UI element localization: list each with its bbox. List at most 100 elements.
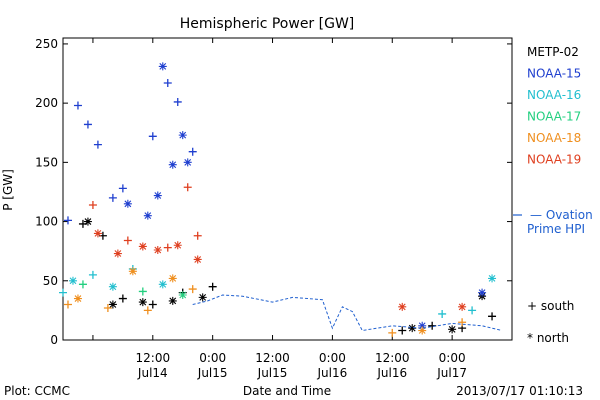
data-point-north — [408, 324, 417, 333]
data-point-north — [398, 302, 407, 311]
data-point-north — [158, 62, 167, 71]
x-tick-label-date: Jul16 — [376, 366, 407, 380]
data-point-north — [153, 245, 162, 254]
data-point-north — [478, 288, 487, 297]
data-point-north — [113, 249, 122, 258]
data-point-south — [118, 294, 127, 303]
x-tick-label-time: 0:00 — [199, 351, 226, 365]
data-point-south — [163, 243, 172, 252]
data-point-north — [143, 211, 152, 220]
y-axis: 0 50 100 150 200 250 — [35, 37, 512, 347]
data-point-north — [138, 298, 147, 307]
legend-entry: NOAA-19 — [527, 153, 581, 167]
data-point-north — [108, 282, 117, 291]
data-point-south — [458, 318, 467, 327]
data-point-south — [488, 312, 497, 321]
data-point-south — [398, 326, 407, 335]
data-point-north — [488, 274, 497, 283]
x-tick-label-time: 0:00 — [319, 351, 346, 365]
data-point-south — [188, 285, 197, 294]
chart-title: Hemispheric Power [GW] — [180, 16, 355, 32]
data-point-north — [68, 276, 77, 285]
data-point-south — [73, 101, 82, 110]
data-point-north — [178, 131, 187, 140]
data-point-south — [63, 300, 72, 309]
legend-entry: NOAA-18 — [527, 131, 581, 145]
data-point-south — [138, 287, 147, 296]
data-point-north — [73, 294, 82, 303]
data-point-south — [59, 288, 67, 297]
legend-ovation-label-2: Prime HPI — [527, 222, 585, 236]
data-point-north — [158, 280, 167, 289]
x-tick-label-date: Jul15 — [257, 366, 288, 380]
data-point-north — [193, 255, 202, 264]
data-point-south — [78, 280, 87, 289]
plot-area — [62, 37, 513, 341]
data-point-south — [163, 79, 172, 88]
x-tick-label-time: 12:00 — [136, 351, 171, 365]
data-point-south — [183, 183, 192, 192]
x-tick-label-date: Jul15 — [197, 366, 228, 380]
y-tick-label: 150 — [35, 155, 58, 169]
data-point-south — [148, 300, 157, 309]
data-point-north — [418, 321, 427, 330]
legend-entry: METP-02 — [527, 45, 579, 59]
y-tick-label: 250 — [35, 37, 58, 51]
data-point-north — [108, 300, 117, 309]
footer-timestamp: 2013/07/17 01:10:13 — [456, 384, 583, 398]
data-point-south — [93, 140, 102, 149]
series-line-ovation — [192, 294, 503, 332]
data-point-south — [193, 231, 202, 240]
data-point-north — [173, 241, 182, 250]
data-point-north — [183, 158, 192, 167]
data-point-south — [103, 304, 112, 313]
x-tick-label-time: 12:00 — [255, 351, 290, 365]
legend-entry: NOAA-17 — [527, 110, 581, 124]
data-point-north — [448, 325, 457, 334]
data-point-north — [138, 242, 147, 251]
data-point-north — [128, 267, 137, 276]
data-point-north — [123, 199, 132, 208]
marker-key: + south * north — [527, 299, 574, 345]
data-point-south — [118, 184, 127, 193]
y-tick-label: 0 — [50, 333, 58, 347]
footer-plot-credit: Plot: CCMC — [4, 384, 70, 398]
legend-entry: NOAA-16 — [527, 88, 581, 102]
data-point-north — [458, 302, 467, 311]
x-tick-label-time: 12:00 — [375, 351, 410, 365]
data-point-south — [438, 309, 447, 318]
y-tick-label: 200 — [35, 96, 58, 110]
x-axis: 12:00Jul140:00Jul1512:00Jul150:00Jul1612… — [92, 38, 467, 380]
data-point-south — [208, 282, 217, 291]
data-point-south — [188, 147, 197, 156]
y-tick-label: 50 — [43, 274, 58, 288]
legend-ovation-label-1: — Ovation — [530, 208, 593, 222]
data-point-south — [63, 216, 72, 225]
data-point-north — [153, 191, 162, 200]
data-point-north — [168, 274, 177, 283]
data-point-south — [88, 200, 97, 209]
data-point-north — [418, 326, 427, 335]
data-point-south — [83, 120, 92, 129]
x-tick-label-time: 0:00 — [439, 351, 466, 365]
marker-key-entry: * north — [527, 331, 569, 345]
data-point-north — [178, 290, 187, 299]
data-point-north — [83, 217, 92, 226]
data-point-south — [143, 306, 152, 315]
x-axis-label: Date and Time — [243, 384, 331, 398]
data-point-north — [168, 160, 177, 169]
data-point-south — [123, 236, 132, 245]
x-tick-label-date: Jul14 — [137, 366, 168, 380]
y-tick-label: 100 — [35, 215, 58, 229]
data-points — [59, 62, 503, 337]
data-point-south — [148, 132, 157, 141]
marker-key-entry: + south — [527, 299, 574, 313]
data-point-south — [173, 97, 182, 106]
data-point-north — [168, 296, 177, 305]
y-axis-label: P [GW] — [1, 169, 15, 211]
data-point-south — [388, 328, 397, 337]
data-point-north — [198, 293, 207, 302]
plot-frame — [62, 37, 513, 341]
